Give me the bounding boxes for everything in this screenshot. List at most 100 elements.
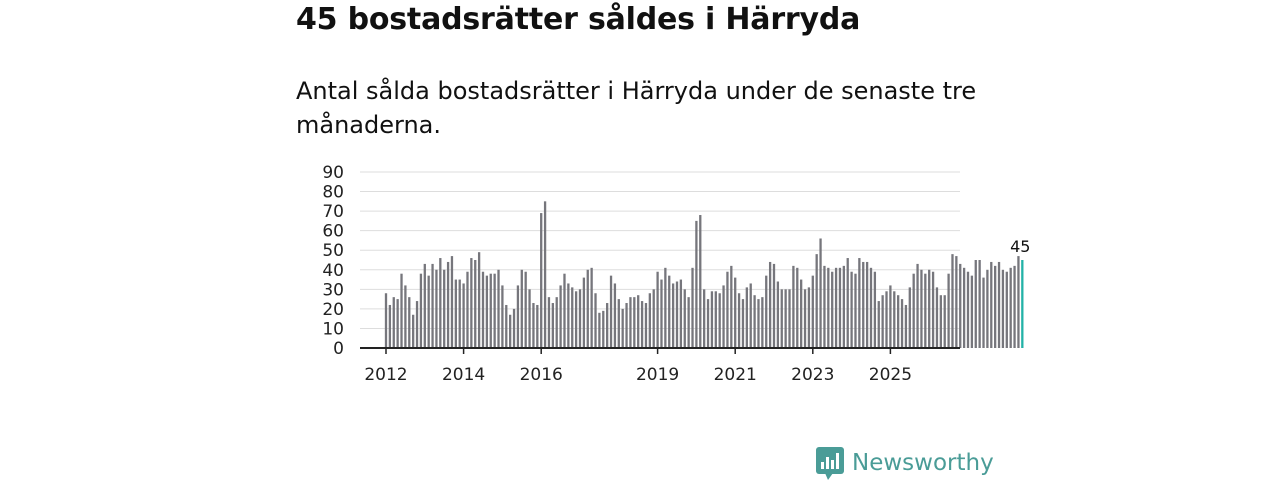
bar bbox=[520, 269, 523, 348]
bar bbox=[1017, 256, 1020, 348]
bar bbox=[730, 265, 733, 348]
bar bbox=[477, 252, 481, 348]
bar bbox=[885, 291, 888, 348]
bar bbox=[796, 267, 799, 348]
bar bbox=[505, 304, 508, 348]
axes bbox=[360, 347, 960, 354]
bar bbox=[648, 293, 651, 348]
bar bbox=[776, 281, 780, 348]
bar bbox=[893, 291, 896, 348]
bar bbox=[571, 287, 574, 348]
bar bbox=[443, 269, 446, 348]
bar bbox=[947, 273, 950, 348]
bar bbox=[741, 299, 745, 348]
x-tick-label: 2012 bbox=[364, 365, 407, 385]
bar bbox=[803, 289, 807, 348]
bar bbox=[780, 289, 783, 348]
bar bbox=[551, 303, 554, 348]
chart-subtitle: Antal sålda bostadsrätter i Härryda unde… bbox=[296, 77, 977, 139]
bar bbox=[710, 291, 714, 348]
y-tick-label: 30 bbox=[322, 280, 344, 300]
bar bbox=[869, 267, 873, 348]
bar bbox=[481, 271, 485, 348]
bar bbox=[745, 287, 748, 348]
bar bbox=[955, 256, 958, 348]
bar bbox=[850, 271, 853, 348]
y-tick-label: 90 bbox=[322, 163, 344, 183]
bar bbox=[749, 283, 752, 348]
bar bbox=[691, 267, 694, 348]
bar bbox=[974, 260, 977, 348]
bar bbox=[683, 289, 686, 348]
bar bbox=[966, 271, 970, 348]
bars bbox=[384, 201, 1024, 348]
bar bbox=[815, 254, 818, 348]
bar bbox=[609, 275, 613, 348]
bar bbox=[924, 273, 927, 348]
bar bbox=[734, 277, 737, 348]
bar bbox=[392, 297, 395, 348]
bar bbox=[1001, 269, 1005, 348]
bar bbox=[664, 267, 667, 348]
bar bbox=[997, 261, 1001, 348]
bar bbox=[594, 293, 597, 348]
y-tick-label: 60 bbox=[322, 222, 344, 242]
y-tick-label: 10 bbox=[322, 319, 344, 339]
bar bbox=[706, 299, 710, 348]
bar-latest bbox=[1021, 260, 1024, 348]
bar bbox=[831, 271, 834, 348]
bar bbox=[419, 273, 423, 348]
newsworthy-logo[interactable]: Newsworthy bbox=[816, 446, 994, 480]
bar bbox=[757, 299, 760, 348]
bar bbox=[838, 267, 842, 348]
bar bbox=[637, 295, 640, 348]
bar bbox=[532, 303, 535, 348]
bar bbox=[994, 265, 997, 348]
bar bbox=[582, 277, 586, 348]
bar bbox=[862, 261, 865, 348]
y-tick-label: 70 bbox=[322, 202, 344, 222]
bar bbox=[524, 271, 527, 348]
bar bbox=[501, 285, 504, 348]
bar bbox=[897, 295, 900, 348]
bar bbox=[823, 265, 826, 348]
bar bbox=[819, 238, 822, 348]
bar bbox=[699, 215, 702, 348]
bar bbox=[881, 295, 884, 348]
bar bbox=[578, 289, 582, 348]
bar bbox=[889, 285, 892, 348]
bar bbox=[671, 283, 675, 348]
newsworthy-logo-icon bbox=[816, 446, 844, 480]
bar bbox=[489, 273, 492, 348]
bar bbox=[559, 285, 562, 348]
bar bbox=[540, 213, 543, 348]
bar bbox=[644, 303, 648, 348]
x-tick-label: 2023 bbox=[791, 365, 834, 385]
bar bbox=[970, 275, 974, 348]
bar bbox=[633, 297, 636, 348]
bar bbox=[753, 295, 756, 348]
x-tick-label: 2014 bbox=[442, 365, 485, 385]
bar bbox=[509, 314, 512, 348]
bar bbox=[621, 308, 624, 348]
bar bbox=[547, 297, 551, 348]
bar bbox=[423, 263, 426, 348]
bar bbox=[726, 271, 729, 348]
bar bbox=[834, 267, 838, 348]
bar bbox=[788, 289, 791, 348]
bar bbox=[800, 279, 803, 348]
bar bbox=[536, 304, 539, 348]
bar bbox=[528, 289, 531, 348]
bar bbox=[598, 312, 601, 348]
bar bbox=[951, 254, 954, 348]
bar bbox=[466, 271, 469, 348]
bar bbox=[854, 273, 857, 348]
bar bbox=[722, 285, 725, 348]
y-tick-label: 40 bbox=[322, 261, 344, 281]
bar bbox=[978, 260, 981, 348]
bar bbox=[827, 267, 830, 348]
bar bbox=[567, 283, 570, 348]
bar bbox=[943, 295, 946, 348]
